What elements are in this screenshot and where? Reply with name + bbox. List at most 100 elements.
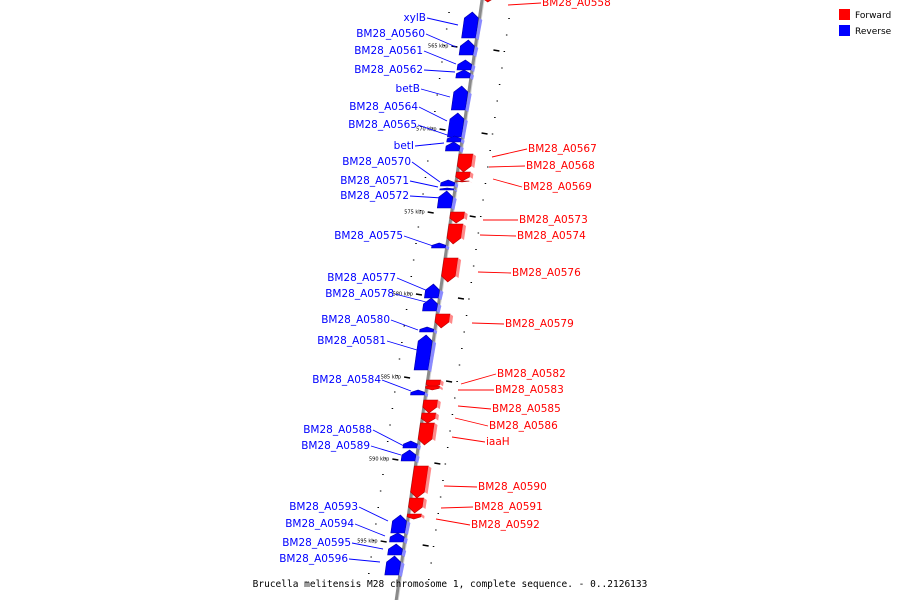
reverse-gene-arrow[interactable] (413, 334, 433, 371)
forward-gene-arrow[interactable] (406, 513, 422, 520)
gene-feature[interactable]: BM28_A0573 (449, 211, 588, 226)
gene-feature[interactable]: BM28_A0580 (321, 314, 438, 334)
gene-feature[interactable]: iaaH (417, 422, 510, 448)
reverse-gene-arrow[interactable] (436, 190, 454, 209)
reverse-gene-arrow[interactable] (440, 179, 456, 187)
gene-label[interactable]: BM28_A0569 (523, 181, 592, 193)
gene-feature[interactable]: BM28_A0561 (354, 45, 476, 72)
forward-gene-arrow[interactable] (441, 257, 459, 283)
gene-label[interactable]: BM28_A0564 (349, 101, 418, 113)
reverse-gene-arrow[interactable] (424, 283, 440, 299)
gene-feature[interactable]: BM28_A0585 (422, 399, 561, 415)
reverse-gene-arrow[interactable] (445, 141, 461, 152)
gene-label[interactable]: BM28_A0580 (321, 314, 390, 326)
gene-label[interactable]: BM28_A0574 (517, 230, 586, 242)
gene-feature[interactable]: BM28_A0567 (456, 143, 597, 173)
gene-feature[interactable]: BM28_A0572 (340, 190, 457, 210)
gene-label[interactable]: BM28_A0592 (471, 519, 540, 531)
gene-label[interactable]: BM28_A0589 (301, 440, 370, 452)
gene-feature[interactable]: BM28_A0568 (455, 160, 595, 182)
gene-label[interactable]: BM28_A0583 (495, 384, 564, 396)
forward-gene-arrow[interactable] (481, 0, 496, 3)
forward-gene-arrow[interactable] (434, 313, 451, 329)
gene-label[interactable]: betB (396, 83, 420, 95)
gene-feature[interactable]: BM28_A0596 (279, 553, 405, 577)
forward-gene-arrow[interactable] (456, 153, 474, 173)
gene-feature[interactable]: BM28_A0569 (454, 178, 592, 193)
gene-label[interactable]: BM28_A0565 (348, 119, 417, 131)
gene-label[interactable]: BM28_A0560 (356, 28, 425, 40)
gene-label[interactable]: BM28_A0588 (303, 424, 372, 436)
gene-feature[interactable]: BM28_A0564 (349, 101, 468, 139)
gene-feature[interactable]: BM28_A0584 (312, 374, 429, 397)
reverse-gene-arrow[interactable] (384, 555, 401, 576)
gene-label[interactable]: BM28_A0562 (354, 64, 423, 76)
gene-feature[interactable]: BM28_A0590 (410, 465, 547, 499)
gene-feature[interactable]: betI (394, 140, 464, 153)
gene-label[interactable]: BM28_A0576 (512, 267, 581, 279)
reverse-gene-arrow[interactable] (400, 449, 417, 462)
reverse-gene-arrow[interactable] (455, 69, 471, 79)
forward-gene-arrow[interactable] (455, 171, 471, 182)
gene-label[interactable]: BM28_A0558 (542, 0, 611, 9)
gene-label[interactable]: BM28_A0593 (289, 501, 358, 513)
gene-feature[interactable]: BM28_A0579 (434, 313, 574, 330)
gene-label[interactable]: BM28_A0596 (279, 553, 348, 565)
gene-feature[interactable]: BM28_A0592 (406, 513, 540, 531)
gene-feature[interactable]: BM28_A0574 (446, 223, 586, 245)
forward-gene-arrow[interactable] (420, 412, 437, 424)
reverse-gene-arrow[interactable] (422, 297, 438, 312)
gene-label[interactable]: BM28_A0579 (505, 318, 574, 330)
gene-label[interactable]: BM28_A0578 (325, 288, 394, 300)
reverse-gene-arrow[interactable] (387, 543, 403, 556)
gene-feature[interactable]: BM28_A0581 (317, 334, 437, 372)
forward-gene-arrow[interactable] (446, 223, 464, 245)
gene-label[interactable]: BM28_A0584 (312, 374, 381, 386)
gene-feature[interactable]: BM28_A0575 (334, 230, 450, 250)
forward-gene-arrow[interactable] (417, 422, 435, 446)
reverse-gene-arrow[interactable] (419, 326, 435, 333)
gene-feature[interactable]: BM28_A0583 (425, 384, 564, 396)
gene-feature[interactable]: BM28_A0577 (327, 272, 444, 300)
forward-gene-arrow[interactable] (408, 497, 425, 514)
forward-gene-arrow[interactable] (410, 465, 429, 499)
gene-feature[interactable]: BM28_A0594 (285, 518, 408, 544)
gene-feature[interactable]: BM28_A0586 (420, 412, 558, 432)
gene-label[interactable]: BM28_A0585 (492, 403, 561, 415)
gene-feature[interactable]: BM28_A0576 (441, 257, 582, 283)
forward-gene-arrow[interactable] (425, 385, 441, 391)
gene-feature[interactable]: xylB (403, 11, 483, 40)
gene-feature[interactable]: BM28_A0571 (340, 175, 458, 192)
reverse-gene-arrow[interactable] (439, 187, 455, 191)
gene-feature[interactable]: BM28_A0578 (325, 288, 442, 313)
gene-label[interactable]: BM28_A0567 (528, 143, 597, 155)
reverse-gene-arrow[interactable] (410, 389, 426, 396)
gene-label[interactable]: BM28_A0595 (282, 537, 351, 549)
gene-label[interactable]: BM28_A0586 (489, 420, 558, 432)
gene-label[interactable]: BM28_A0594 (285, 518, 354, 530)
gene-feature[interactable]: BM28_A0560 (356, 28, 479, 57)
forward-gene-arrow[interactable] (422, 399, 439, 414)
forward-gene-arrow[interactable] (449, 211, 466, 224)
gene-label[interactable]: BM28_A0581 (317, 335, 386, 347)
gene-label[interactable]: BM28_A0570 (342, 156, 411, 168)
gene-label[interactable]: BM28_A0591 (474, 501, 543, 513)
reverse-gene-arrow[interactable] (447, 112, 465, 138)
gene-feature[interactable]: BM28_A0565 (348, 119, 465, 144)
gene-label[interactable]: betI (394, 140, 414, 152)
gene-feature[interactable]: BM28_A0589 (301, 440, 420, 463)
gene-feature[interactable]: betB (396, 83, 472, 112)
reverse-gene-arrow[interactable] (461, 11, 479, 39)
gene-label[interactable]: iaaH (486, 436, 510, 448)
gene-feature[interactable]: BM28_A0570 (342, 156, 459, 188)
gene-feature[interactable]: BM28_A0595 (282, 537, 407, 557)
gene-label[interactable]: BM28_A0572 (340, 190, 409, 202)
reverse-gene-arrow[interactable] (390, 514, 407, 534)
forward-gene-arrow[interactable] (454, 180, 470, 183)
gene-label[interactable]: BM28_A0568 (526, 160, 595, 172)
gene-feature[interactable]: BM28_A0588 (303, 424, 421, 450)
gene-label[interactable]: BM28_A0590 (478, 481, 547, 493)
reverse-gene-arrow[interactable] (389, 532, 405, 543)
reverse-gene-arrow[interactable] (458, 39, 475, 56)
reverse-gene-arrow[interactable] (402, 440, 418, 449)
